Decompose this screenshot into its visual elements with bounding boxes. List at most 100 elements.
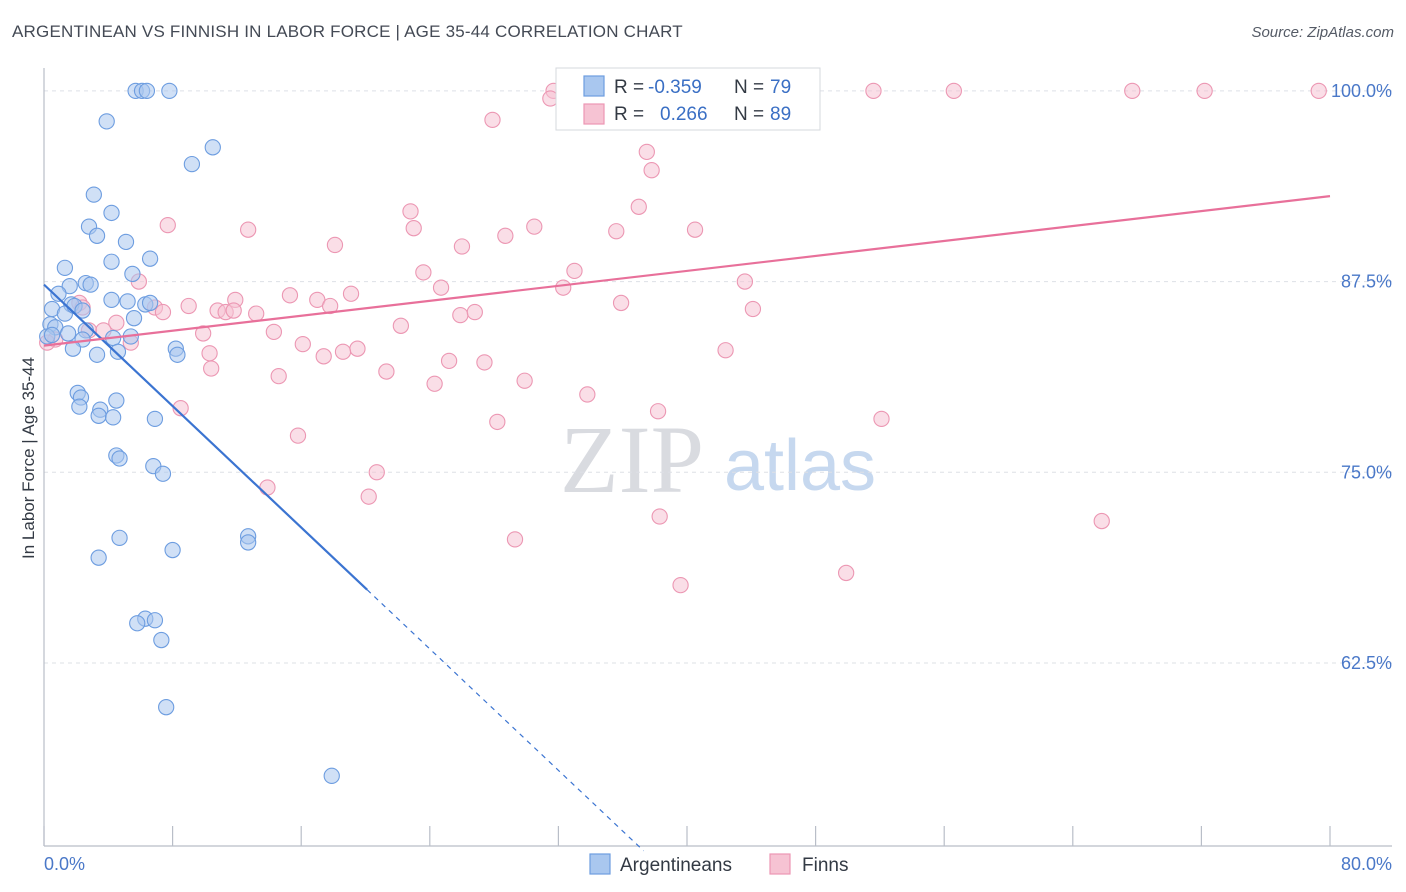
finns-point-59	[315, 348, 332, 365]
finns-point-14	[159, 216, 176, 234]
source-credit: Source: ZipAtlas.com	[1251, 24, 1394, 41]
finns-point-13	[402, 203, 419, 220]
argentineans-point-32	[59, 325, 77, 342]
argentineans-point-62	[129, 615, 146, 632]
finns-point-66	[378, 363, 395, 380]
finns-point-61	[440, 352, 458, 370]
legend-r-label-argentineans: R =	[614, 77, 644, 98]
argentineans-point-42	[169, 346, 186, 363]
x-tick-label-min: 0.0%	[44, 854, 85, 874]
argentineans-point-66	[323, 767, 340, 784]
argentineans-point-59	[164, 541, 181, 559]
finns-points	[39, 82, 1327, 594]
argentineans-point-8	[103, 204, 120, 222]
argentineans-point-21	[103, 291, 120, 309]
argentineans-point-4	[98, 113, 115, 130]
argentineans-point-51	[146, 410, 164, 428]
finns-point-41	[466, 303, 483, 321]
finns-point-71	[172, 400, 189, 417]
argentineans-point-43	[88, 346, 106, 363]
argentineans-point-65	[158, 699, 175, 716]
finns-point-21	[326, 236, 344, 254]
finns-point-76	[259, 479, 276, 496]
finns-point-81	[837, 564, 855, 582]
finns-point-80	[506, 531, 524, 548]
argentineans-point-7	[85, 186, 102, 203]
argentineans-point-53	[111, 450, 128, 467]
legend-n-value-argentineans: 79	[770, 77, 791, 98]
finns-point-5	[1124, 82, 1141, 100]
finns-point-3	[865, 82, 882, 100]
finns-point-33	[180, 297, 197, 315]
finns-point-69	[579, 386, 596, 403]
finns-point-67	[426, 375, 443, 392]
watermark-atlas: atlas	[724, 426, 876, 506]
legend-r-value-argentineans: -0.359	[648, 77, 702, 98]
finns-point-30	[281, 287, 299, 304]
y-axis-label: In Labor Force | Age 35-44	[19, 357, 38, 559]
finns-point-9	[484, 111, 501, 129]
finns-trend-line	[43, 195, 1331, 347]
finns-point-42	[744, 300, 762, 318]
argentineans-trend-extension	[366, 589, 645, 852]
finns-point-27	[555, 279, 572, 296]
axis-ticks	[43, 826, 1331, 846]
finns-point-46	[154, 303, 172, 321]
bottom-legend-swatch-argentineans	[589, 853, 611, 875]
y-tick-label-0: 100.0%	[1331, 81, 1392, 101]
finns-point-34	[321, 297, 339, 315]
watermark-zip: ZIP	[560, 406, 704, 513]
finns-point-52	[294, 335, 311, 353]
argentineans-point-35	[43, 326, 61, 344]
finns-point-72	[489, 413, 506, 431]
argentineans-point-28	[74, 302, 91, 319]
argentineans-point-15	[61, 277, 78, 295]
finns-point-4	[945, 82, 962, 100]
x-tick-label-max: 80.0%	[1341, 854, 1392, 874]
argentineans-point-58	[240, 534, 257, 551]
finns-point-16	[405, 220, 422, 237]
argentineans-point-24	[141, 294, 159, 312]
y-tick-label-2: 75.0%	[1341, 462, 1392, 482]
argentineans-point-55	[154, 465, 172, 482]
argentineans-point-13	[56, 259, 74, 276]
argentineans-point-39	[64, 340, 82, 357]
legend-r-value-finns: 0.266	[660, 104, 708, 125]
legend-n-value-finns: 89	[770, 104, 791, 125]
argentineans-point-11	[117, 233, 135, 251]
finns-point-20	[686, 221, 704, 238]
y-tick-labels: 100.0% 87.5% 75.0% 62.5%	[1331, 81, 1392, 673]
finns-point-28	[736, 273, 754, 290]
bottom-legend-label-argentineans: Argentineans	[620, 855, 732, 876]
finns-point-15	[240, 221, 257, 238]
argentineans-point-46	[108, 392, 125, 409]
argentineans-point-10	[88, 227, 106, 244]
trend-lines	[43, 195, 1331, 852]
finns-point-32	[342, 285, 360, 302]
finns-point-10	[638, 143, 655, 161]
finns-point-82	[672, 576, 689, 594]
finns-point-63	[717, 342, 734, 359]
axes	[43, 68, 1392, 847]
finns-point-60	[334, 343, 352, 360]
finns-point-48	[392, 317, 410, 334]
finns-point-65	[270, 367, 287, 385]
bottom-legend-swatch-finns	[769, 853, 791, 875]
finns-point-73	[873, 410, 890, 428]
argentineans-point-60	[90, 549, 107, 566]
argentineans-trend-line	[43, 283, 368, 591]
finns-point-58	[201, 345, 218, 362]
argentineans-point-47	[71, 398, 88, 415]
argentineans-point-22	[119, 293, 136, 310]
finns-point-53	[349, 340, 366, 357]
argentineans-point-6	[183, 155, 201, 173]
finns-point-39	[248, 305, 265, 322]
finns-point-38	[225, 302, 242, 319]
series-legend: Argentineans Finns	[589, 853, 848, 876]
finns-point-6	[1196, 82, 1213, 100]
argentineans-point-14	[103, 253, 120, 270]
finns-point-74	[289, 427, 307, 444]
argentineans-point-50	[104, 409, 122, 426]
argentineans-point-12	[141, 250, 159, 267]
argentineans-point-19	[50, 285, 67, 302]
